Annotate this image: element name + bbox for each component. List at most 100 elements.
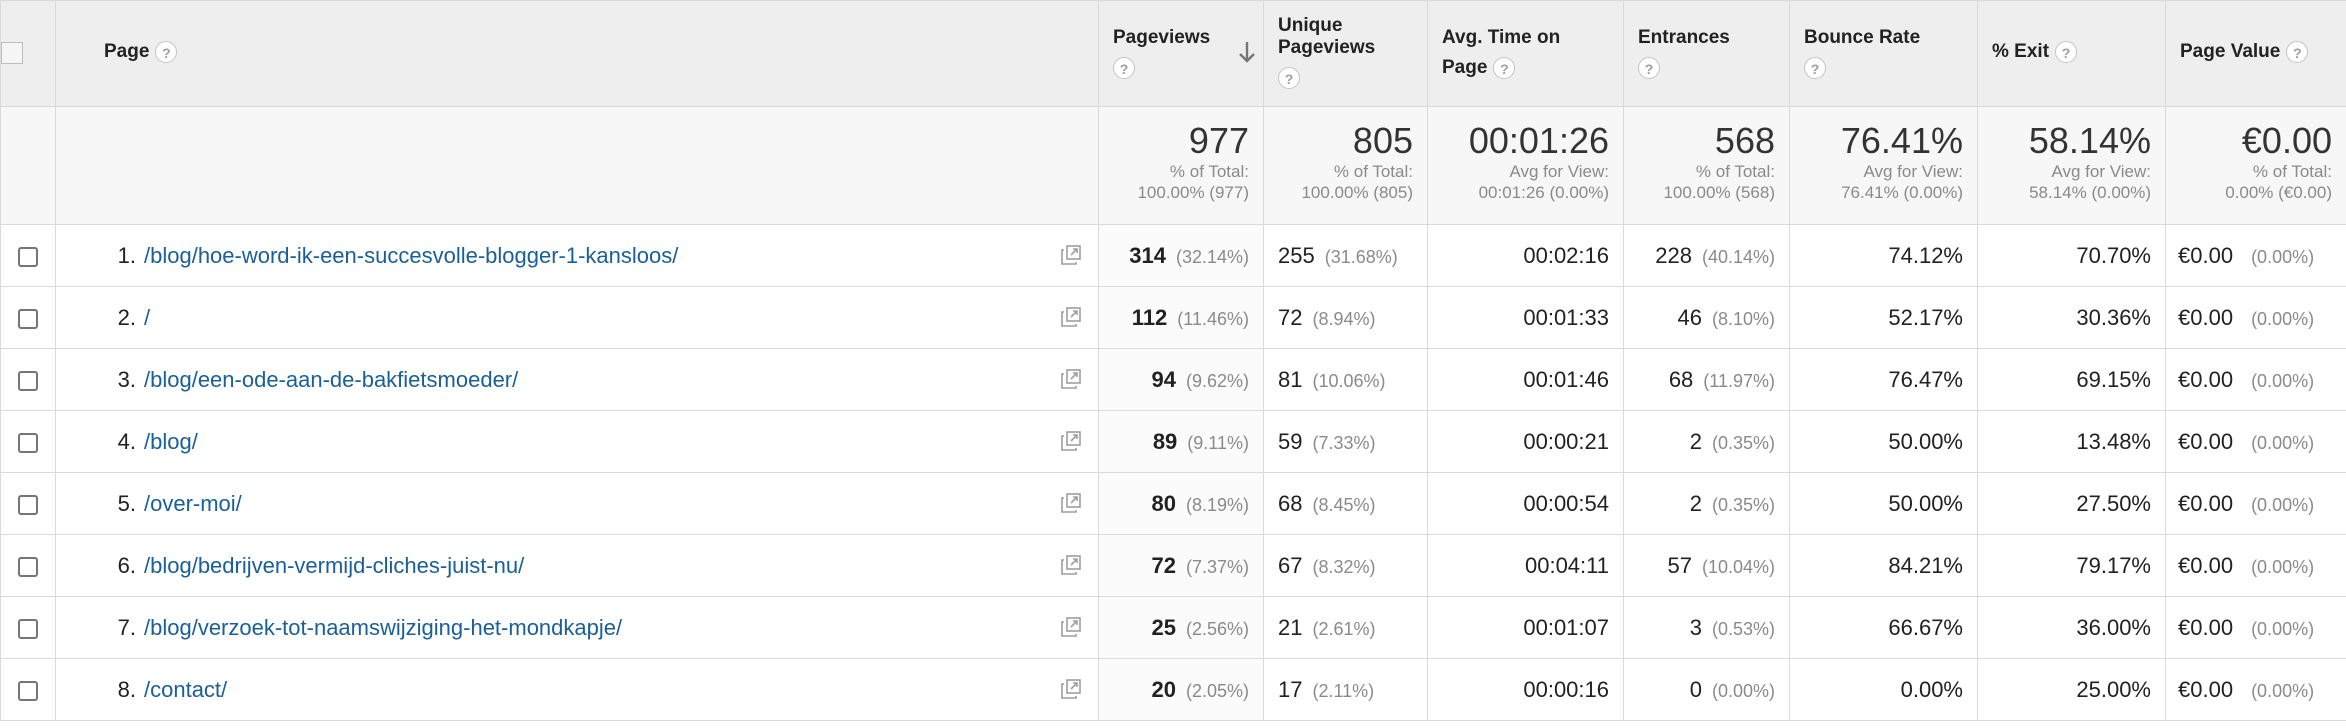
bounce-rate-cell: 50.00% (1789, 410, 1978, 473)
pageviews-percent: (7.37%) (1185, 556, 1249, 577)
totals-pageviews: 977 % of Total: 100.00% (977) (1098, 106, 1264, 225)
totals-unique-pageviews: 805 % of Total: 100.00% (805) (1263, 106, 1428, 225)
sort-descending-icon[interactable] (1237, 39, 1257, 65)
column-header-page[interactable]: Page? (55, 0, 1099, 107)
avg-time-value: 00:00:16 (1523, 676, 1609, 702)
help-icon[interactable]: ? (2286, 40, 2309, 63)
row-number: 2. (117, 304, 136, 330)
total-value: 568 (1714, 120, 1775, 161)
pageviews-percent: (9.62%) (1185, 370, 1249, 391)
avg-time-value: 00:00:21 (1523, 428, 1609, 454)
help-icon[interactable]: ? (1113, 57, 1135, 79)
row-checkbox-cell (0, 534, 56, 597)
pageviews-percent: (11.46%) (1177, 308, 1249, 329)
page-cell: 2. / (55, 286, 1099, 349)
row-checkbox[interactable] (18, 618, 38, 639)
page-value-value: €0.00 (2178, 366, 2234, 392)
pct-exit-cell: 79.17% (1977, 534, 2166, 597)
entrances-cell: 228 (40.14%) (1623, 224, 1790, 287)
pct-exit-value: 25.00% (2076, 676, 2151, 702)
open-in-new-window-icon[interactable] (1060, 554, 1082, 576)
entrances-value: 2 (1689, 490, 1702, 516)
page-value-cell: €0.00 (0.00%) (2165, 534, 2346, 597)
row-checkbox[interactable] (18, 432, 38, 453)
page-link[interactable]: /blog/een-ode-aan-de-bakfietsmoeder/ (144, 366, 519, 392)
column-header-bounce-rate[interactable]: Bounce Rate ? (1789, 0, 1978, 107)
pct-exit-cell: 70.70% (1977, 224, 2166, 287)
page-link[interactable]: /blog/verzoek-tot-naamswijziging-het-mon… (144, 614, 623, 640)
row-checkbox[interactable] (18, 246, 38, 267)
table-row: 2. / 112 (11.46%) 72 (8.94%) 00:01:33 46 (8.… (0, 286, 2346, 349)
row-number: 1. (117, 242, 136, 268)
column-header-entrances[interactable]: Entrances ? (1623, 0, 1790, 107)
total-detail: 00:01:26 (0.00%) (1478, 183, 1609, 202)
open-in-new-window-icon[interactable] (1060, 678, 1082, 700)
page-link[interactable]: / (144, 304, 151, 330)
bounce-rate-cell: 84.21% (1789, 534, 1978, 597)
total-detail: 0.00% (€0.00) (2225, 183, 2332, 202)
pct-exit-cell: 69.15% (1977, 348, 2166, 411)
help-icon[interactable]: ? (1493, 56, 1516, 79)
entrances-percent: (0.35%) (1711, 494, 1775, 515)
unique-pageviews-percent: (31.68%) (1324, 246, 1398, 267)
column-header-page-value[interactable]: Page Value? (2165, 0, 2346, 107)
pageviews-value: 80 (1151, 490, 1176, 516)
open-in-new-window-icon[interactable] (1060, 306, 1082, 328)
table-row: 4. /blog/ 89 (9.11%) 59 (7.33%) 00:00:21 2 (… (0, 410, 2346, 473)
help-icon[interactable]: ? (2055, 40, 2078, 63)
unique-pageviews-percent: (8.94%) (1312, 308, 1376, 329)
page-value-cell: €0.00 (0.00%) (2165, 410, 2346, 473)
column-header-unique-pageviews[interactable]: Unique Pageviews ? (1263, 0, 1428, 107)
totals-pct-exit: 58.14% Avg for View: 58.14% (0.00%) (1977, 106, 2166, 225)
page-value-value: €0.00 (2178, 428, 2234, 454)
column-header-pageviews[interactable]: Pageviews ? (1098, 0, 1264, 107)
bounce-rate-value: 66.67% (1888, 614, 1963, 640)
entrances-cell: 68 (11.97%) (1623, 348, 1790, 411)
page-value-value: €0.00 (2178, 552, 2234, 578)
open-in-new-window-icon[interactable] (1060, 368, 1082, 390)
bounce-rate-cell: 76.47% (1789, 348, 1978, 411)
page-value-percent: (0.00%) (2251, 618, 2315, 639)
pct-exit-cell: 25.00% (1977, 658, 2166, 721)
page-value-percent: (0.00%) (2251, 370, 2315, 391)
pct-exit-value: 13.48% (2076, 428, 2151, 454)
help-icon[interactable]: ? (155, 40, 178, 63)
column-header-avg-time[interactable]: Avg. Time on Page? (1427, 0, 1624, 107)
select-all-checkbox[interactable] (1, 42, 23, 65)
entrances-value: 3 (1689, 614, 1702, 640)
row-checkbox[interactable] (18, 308, 38, 329)
row-checkbox[interactable] (18, 680, 38, 701)
page-link[interactable]: /contact/ (144, 676, 228, 702)
help-icon[interactable]: ? (1804, 57, 1826, 79)
bounce-rate-cell: 0.00% (1789, 658, 1978, 721)
entrances-cell: 3 (0.53%) (1623, 596, 1790, 659)
open-in-new-window-icon[interactable] (1060, 244, 1082, 266)
page-link[interactable]: /blog/ (144, 428, 198, 454)
row-checkbox[interactable] (18, 370, 38, 391)
column-header-pct-exit[interactable]: % Exit? (1977, 0, 2166, 107)
entrances-value: 0 (1689, 676, 1702, 702)
entrances-cell: 0 (0.00%) (1623, 658, 1790, 721)
pageviews-cell: 314 (32.14%) (1098, 224, 1264, 287)
pageviews-percent: (32.14%) (1175, 246, 1249, 267)
row-checkbox[interactable] (18, 494, 38, 515)
pct-exit-value: 79.17% (2076, 552, 2151, 578)
page-value-cell: €0.00 (0.00%) (2165, 348, 2346, 411)
help-icon[interactable]: ? (1638, 57, 1660, 79)
row-checkbox-cell (0, 410, 56, 473)
unique-pageviews-percent: (10.06%) (1312, 370, 1386, 391)
unique-pageviews-value: 68 (1278, 490, 1303, 516)
page-link[interactable]: /blog/hoe-word-ik-een-succesvolle-blogge… (144, 242, 679, 268)
page-link[interactable]: /blog/bedrijven-vermijd-cliches-juist-nu… (144, 552, 525, 578)
open-in-new-window-icon[interactable] (1060, 430, 1082, 452)
row-checkbox[interactable] (18, 556, 38, 577)
help-icon[interactable]: ? (1278, 67, 1300, 89)
page-link[interactable]: /over-moi/ (144, 490, 242, 516)
pct-exit-value: 36.00% (2076, 614, 2151, 640)
totals-avg-time: 00:01:26 Avg for View: 00:01:26 (0.00%) (1427, 106, 1624, 225)
open-in-new-window-icon[interactable] (1060, 492, 1082, 514)
pageviews-value: 89 (1152, 428, 1178, 454)
total-detail: 100.00% (805) (1301, 183, 1413, 202)
open-in-new-window-icon[interactable] (1060, 616, 1082, 638)
totals-bounce-rate: 76.41% Avg for View: 76.41% (0.00%) (1789, 106, 1978, 225)
